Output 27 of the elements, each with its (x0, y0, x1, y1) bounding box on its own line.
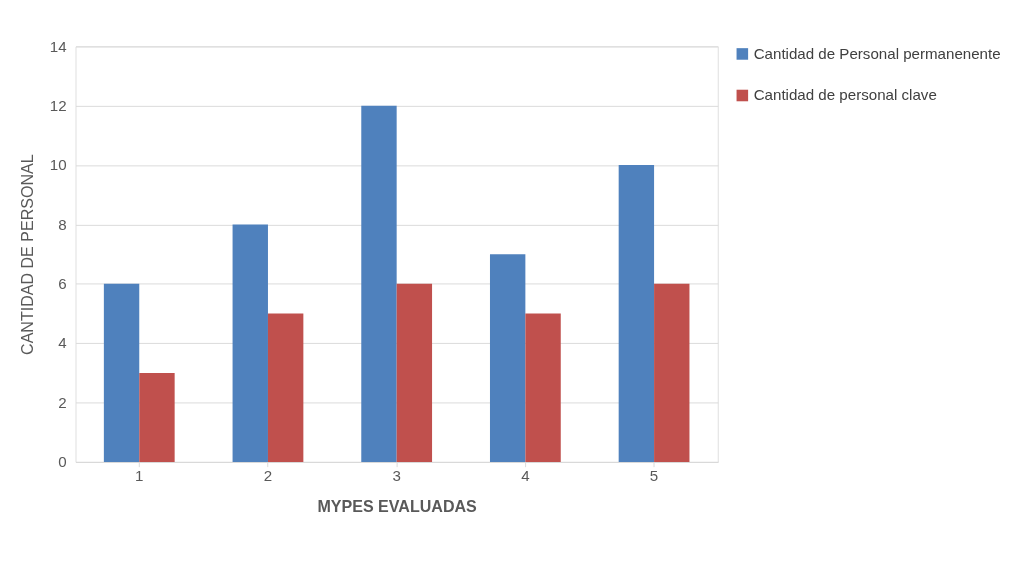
legend-label: Cantidad de personal clave (753, 86, 937, 104)
bar (396, 283, 433, 462)
bar (654, 283, 690, 462)
y-tick-label: 2 (58, 393, 67, 411)
y-tick-label: 14 (49, 37, 67, 55)
bar (139, 372, 175, 462)
bar (525, 313, 561, 462)
x-tick-label: 4 (521, 467, 530, 485)
x-tick-label: 2 (263, 467, 273, 485)
x-tick-label: 5 (649, 467, 659, 485)
bar (103, 283, 140, 462)
legend-label: Cantidad de Personal permanenente (753, 44, 1001, 62)
y-tick-label: 4 (58, 334, 67, 352)
y-tick-label: 6 (58, 275, 67, 293)
bar (361, 105, 397, 462)
x-tick-label: 3 (392, 467, 401, 485)
x-tick-label: 1 (135, 467, 144, 485)
y-tick-label: 12 (49, 96, 67, 114)
y-axis-title: CANTIDAD DE PERSONAL (17, 154, 36, 355)
y-tick-label: 0 (58, 453, 67, 471)
bar (618, 165, 655, 462)
y-tick-label: 10 (49, 156, 67, 174)
x-axis-title: MYPES EVALUADAS (317, 496, 478, 515)
y-tick-label: 8 (58, 215, 67, 233)
bar (267, 313, 304, 462)
bar (232, 224, 268, 462)
bar (489, 254, 526, 462)
